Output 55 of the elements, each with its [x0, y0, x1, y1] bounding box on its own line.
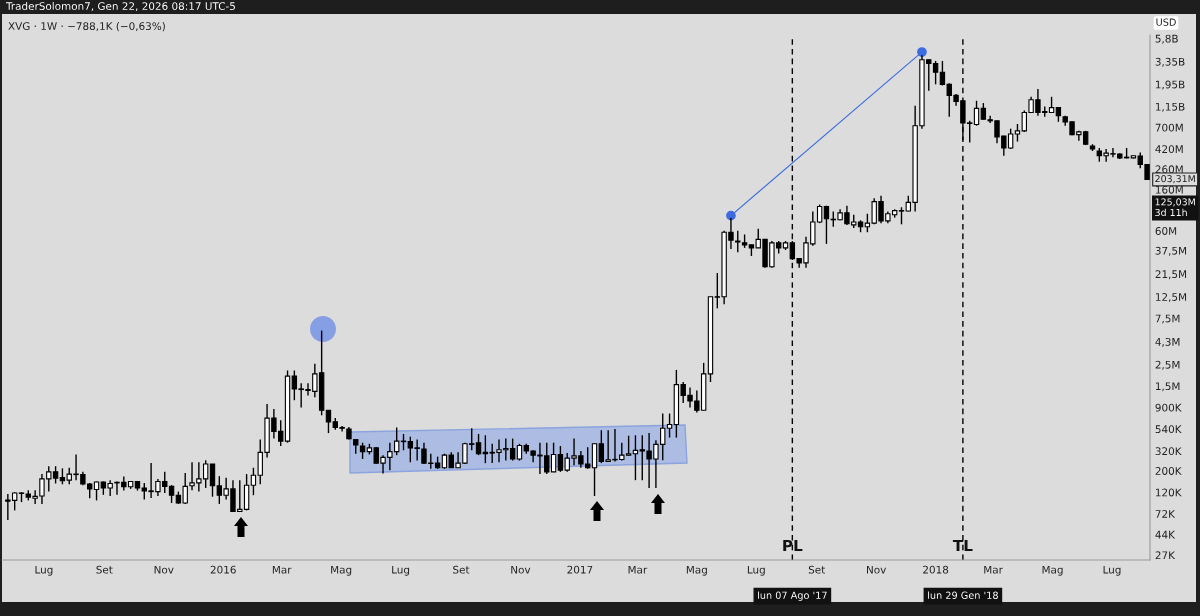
x-tick-label: Lug	[35, 565, 53, 576]
y-tick-label: 60M	[1155, 227, 1177, 235]
x-tick-label: Mar	[984, 565, 1003, 574]
y-tick-label: 420M	[1155, 145, 1183, 154]
y-tick-label: 260M	[1155, 165, 1183, 174]
y-tick-label: 27K	[1155, 551, 1176, 559]
x-tick-label: 2018	[923, 565, 949, 574]
y-tick-label: 320K	[1155, 447, 1182, 456]
x-tick-label: Mar	[628, 565, 648, 574]
y-tick-label: 1,5M	[1156, 382, 1180, 392]
x-tick-label: 2017	[567, 565, 593, 574]
x-tick-label: Lug	[1103, 565, 1121, 576]
y-tick-label: 5,8B	[1155, 34, 1178, 44]
y-tick-label: 700M	[1155, 123, 1183, 132]
y-tick-label: 3,35B	[1155, 57, 1185, 67]
candlestick	[591, 442, 598, 497]
x-tick-label: Lug	[392, 565, 410, 576]
x-tick-label: Nov	[511, 565, 531, 574]
text: TraderSolomon7, Gen 22, 2026 08:17 UTC-5	[5, 1, 235, 12]
y-tick-label: 21,5M	[1155, 270, 1187, 280]
x-tick-label: Mag	[331, 565, 352, 576]
x-tick-label: Mag	[1042, 565, 1063, 576]
y-tick-label: 7,5M	[1155, 314, 1180, 324]
text: lun 07 Ago '17	[758, 591, 827, 601]
x-tick-label: 2016	[210, 565, 236, 574]
text: 125,03M 3d 11h	[1155, 198, 1195, 217]
y-tick-label: 200K	[1155, 467, 1182, 475]
y-axis-title: USD	[1156, 18, 1176, 26]
y-tick-label: 37,5M	[1155, 246, 1187, 256]
y-tick-label: 120K	[1156, 488, 1182, 497]
y-tick-label: 12,5M	[1156, 293, 1187, 302]
candlestick	[209, 463, 216, 498]
x-tick-label: Lug	[747, 565, 765, 576]
annotation: 203,31M	[1155, 175, 1195, 184]
x-tick-label: Set	[96, 565, 113, 574]
y-tick-label: 160M	[1156, 185, 1183, 194]
x-tick-label: Nov	[867, 565, 887, 574]
ref-line-label: PL	[783, 539, 803, 552]
y-tick-label: 2,5M	[1155, 360, 1180, 370]
text: lun 29 Gen '18	[928, 591, 998, 599]
x-tick-label: Set	[808, 565, 826, 574]
y-tick-label: 4,3M	[1155, 337, 1180, 347]
x-tick-label: Set	[453, 565, 470, 574]
x-tick-label: Mag	[686, 565, 707, 576]
chart-title: XVG · 1W · −788,1K (−0,63%)	[8, 21, 165, 32]
y-tick-label: 44K	[1155, 530, 1176, 539]
x-tick-label: Nov	[154, 565, 174, 574]
y-tick-label: 540K	[1155, 425, 1182, 434]
x-tick-label: Mar	[272, 565, 292, 574]
y-tick-label: 1,95B	[1156, 80, 1185, 90]
y-tick-label: 1,15B	[1156, 102, 1185, 112]
ref-line-label: TL	[952, 539, 973, 552]
y-tick-label: 900K	[1155, 403, 1182, 412]
candlestick	[823, 204, 830, 245]
y-tick-label: 72K	[1155, 510, 1176, 518]
